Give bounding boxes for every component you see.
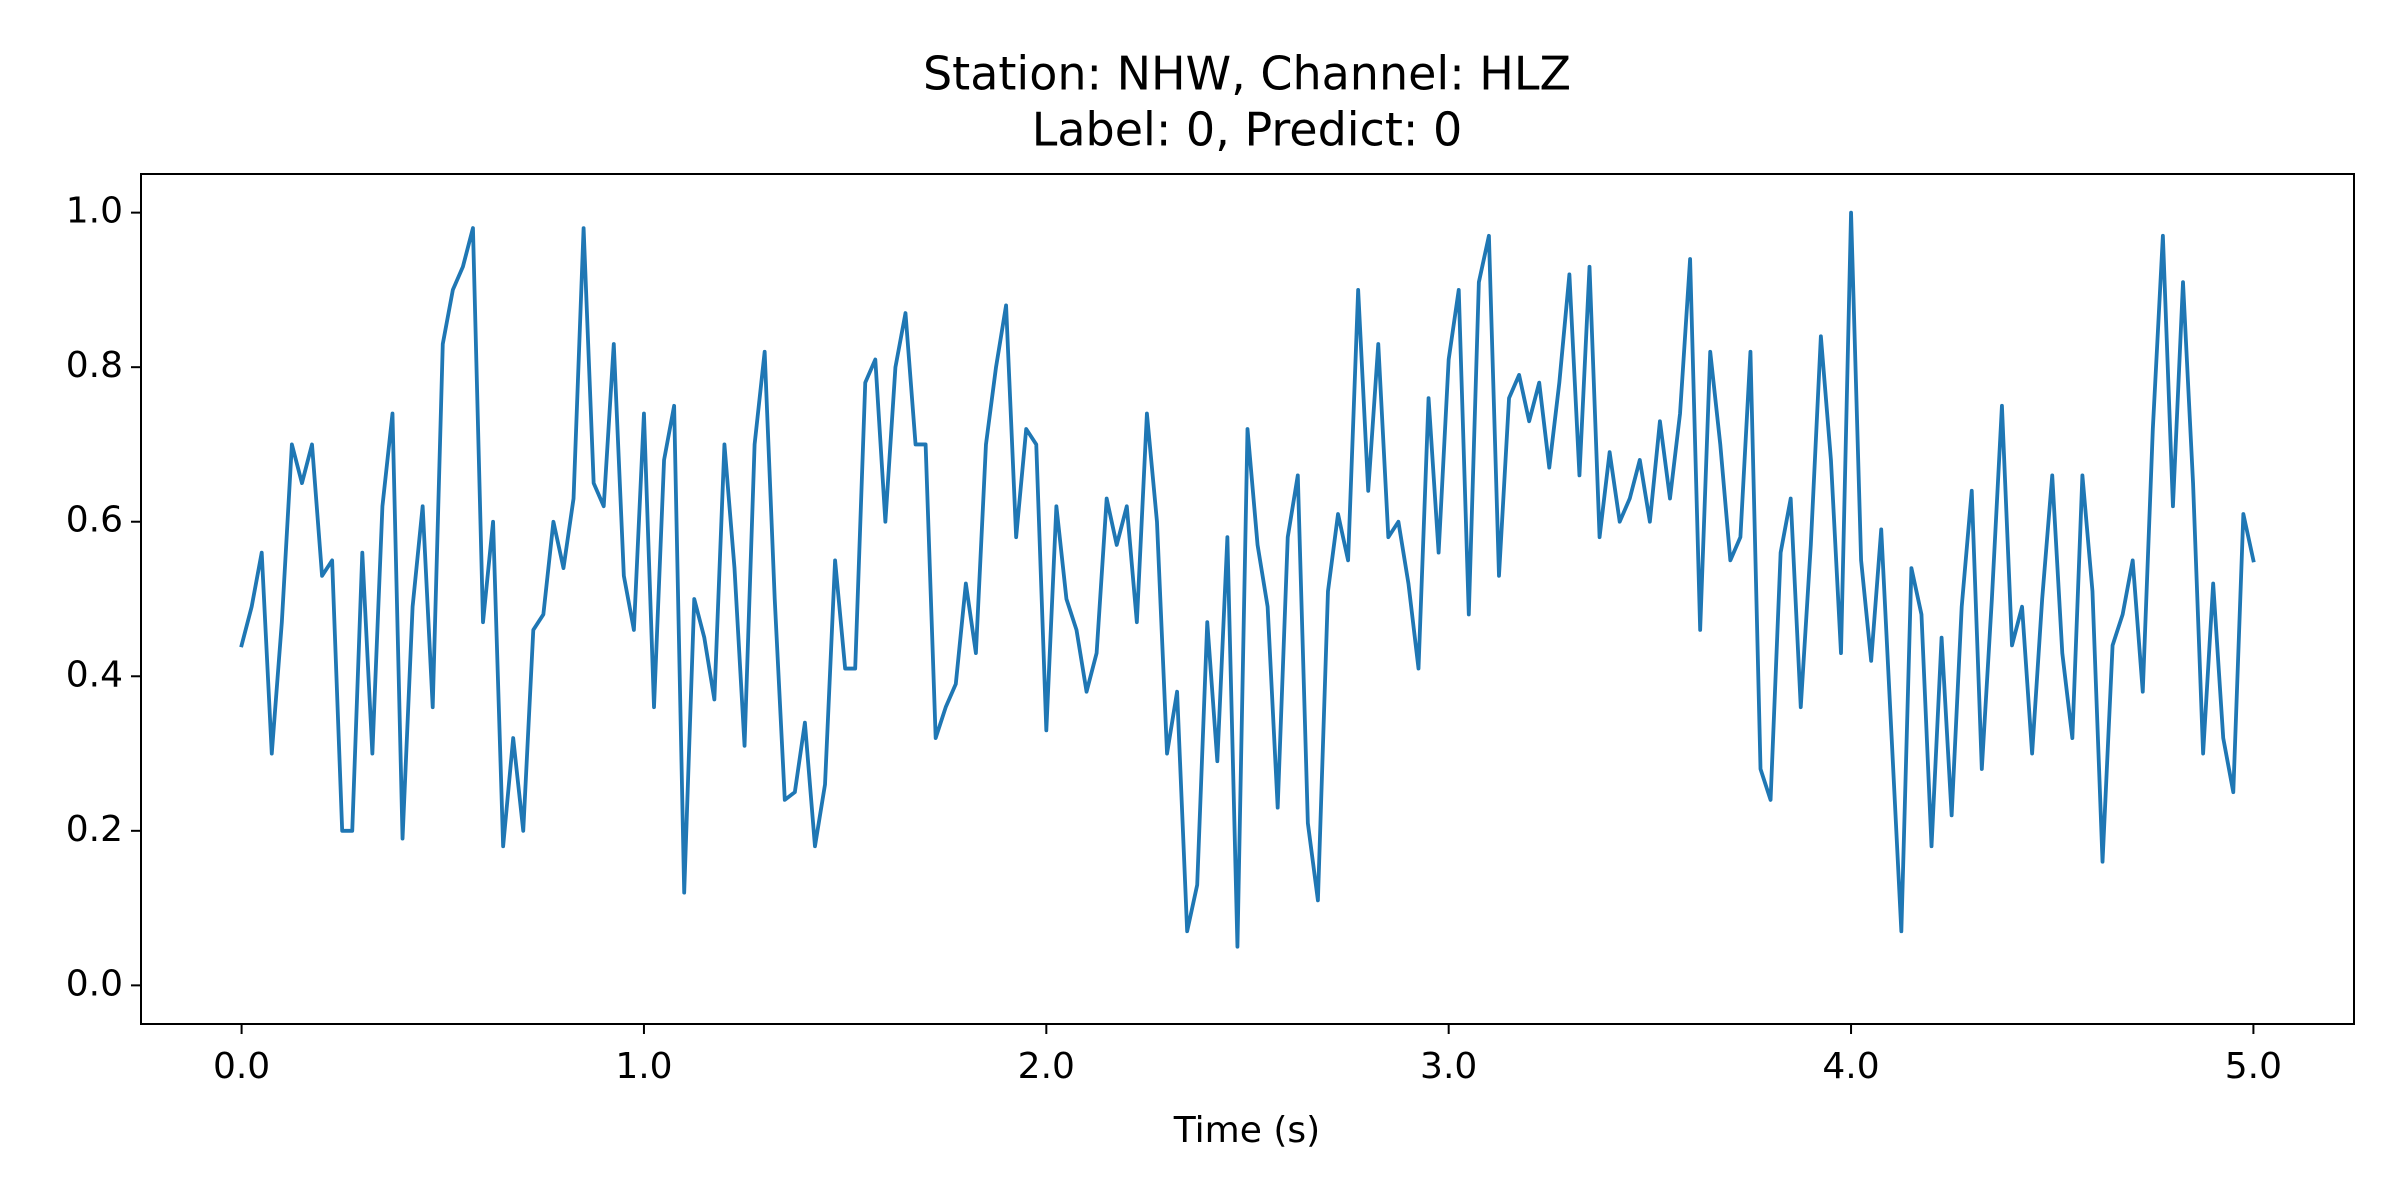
chart-title: Station: NHW, Channel: HLZ: [923, 47, 1571, 101]
x-tick-label: 0.0: [213, 1046, 270, 1087]
plot-frame: [140, 173, 2355, 1025]
x-tick-label: 2.0: [1018, 1046, 1075, 1087]
x-tick-label: 3.0: [1420, 1046, 1477, 1087]
y-tick-label: 0.0: [66, 963, 123, 1004]
chart-title: Label: 0, Predict: 0: [1032, 103, 1463, 157]
x-tick-label: 1.0: [615, 1046, 672, 1087]
y-tick-label: 0.4: [66, 654, 123, 695]
x-tick-label: 4.0: [1822, 1046, 1879, 1087]
y-tick-label: 0.2: [66, 809, 123, 850]
y-tick-label: 1.0: [66, 191, 123, 232]
x-axis-label: Time (s): [1173, 1110, 1320, 1151]
x-tick-label: 5.0: [2225, 1046, 2282, 1087]
y-tick-label: 0.6: [66, 500, 123, 541]
y-tick-label: 0.8: [66, 345, 123, 386]
data-line: [239, 210, 2256, 949]
